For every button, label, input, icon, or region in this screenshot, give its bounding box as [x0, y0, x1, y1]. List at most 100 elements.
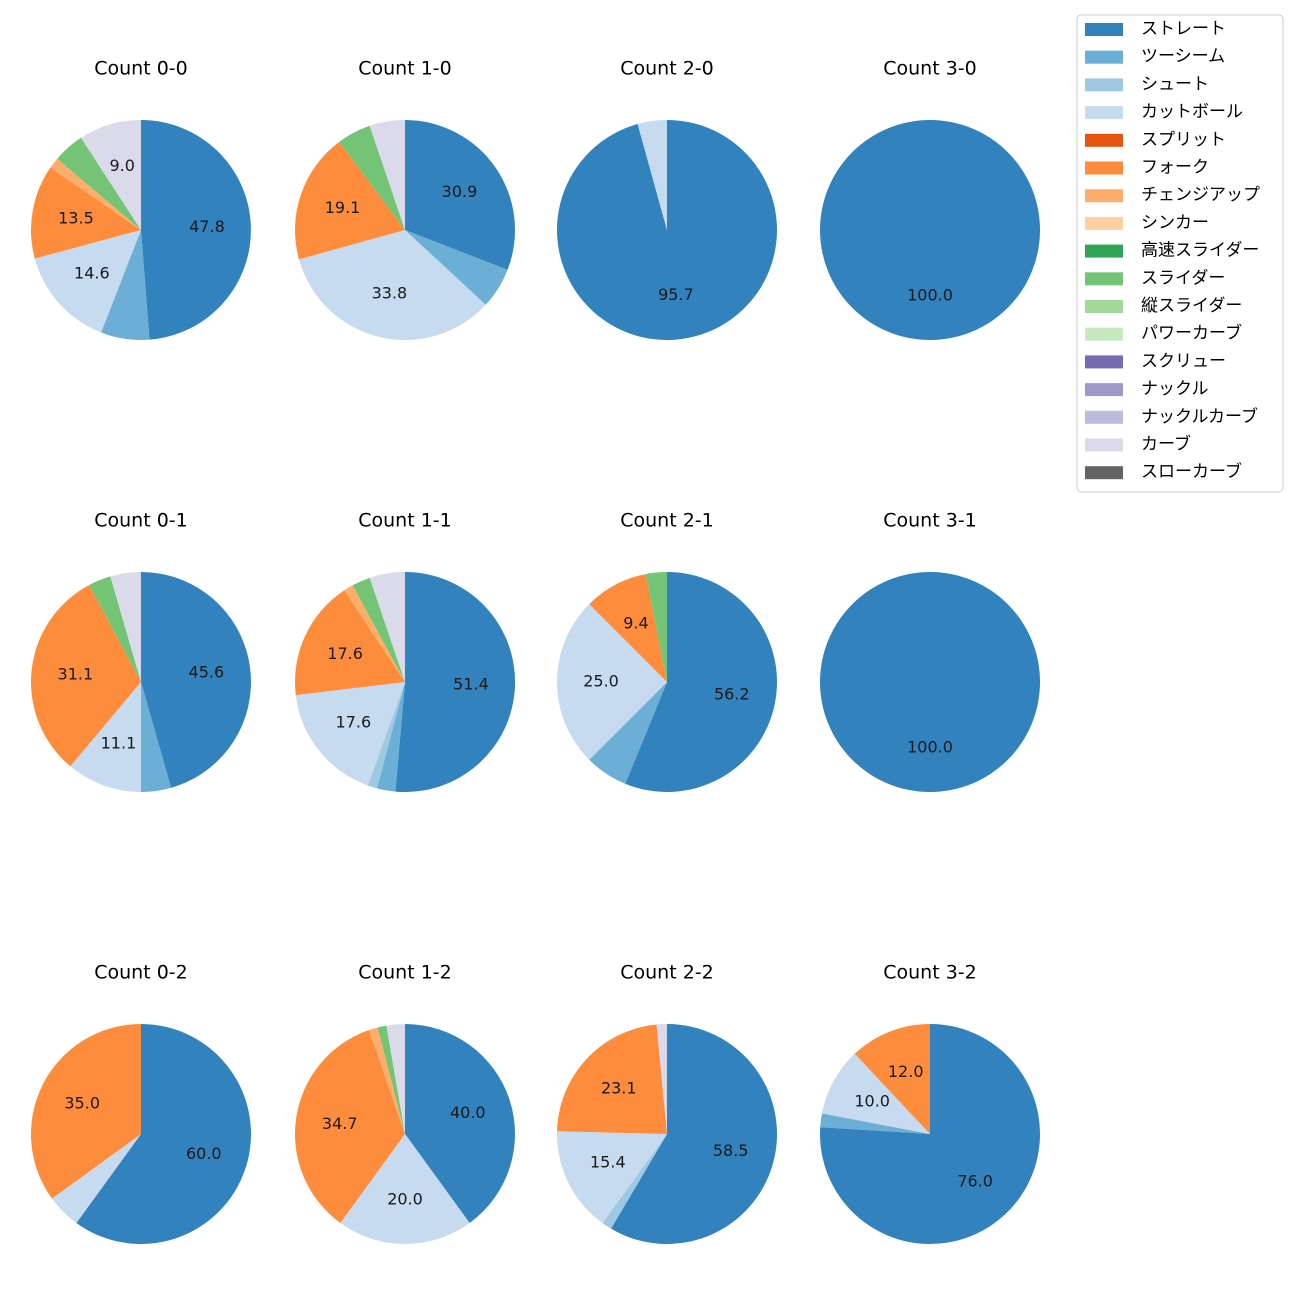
legend-label: ナックル — [1141, 379, 1209, 399]
pie-slice — [295, 682, 405, 786]
slice-label: 15.4 — [590, 1153, 626, 1172]
legend-swatch — [1085, 133, 1123, 147]
pie-9: Count 0-2 60.0 35.0 — [30, 962, 251, 1244]
legend-label: カットボール — [1141, 102, 1243, 122]
legend-swatch — [1085, 216, 1123, 230]
pie-slice — [294, 141, 405, 260]
pie-2: Count 1-0 30.9 33.8 19.1 — [294, 58, 516, 340]
pie-slice — [80, 120, 141, 230]
legend-items: ストレートツーシームシュートカットボールスプリットフォークチェンジアップシンカー… — [1085, 19, 1260, 482]
pie-slice — [50, 158, 141, 230]
pie-slice — [344, 585, 405, 682]
legend-label: スライダー — [1141, 268, 1225, 288]
pie-slice — [820, 1113, 930, 1134]
pie-slice — [821, 1053, 930, 1134]
pie-slice — [110, 572, 141, 682]
slice-label: 14.6 — [74, 264, 110, 283]
pie-1: Count 0-0 47.8 14.6 13.5 9.0 — [31, 58, 251, 340]
pie-slice — [76, 1024, 251, 1244]
pie-slice — [395, 571, 516, 792]
pie-slice — [367, 682, 405, 789]
pie-slice — [141, 120, 251, 340]
pie-slice — [339, 125, 405, 230]
pie-title: Count 0-0 — [94, 58, 188, 80]
pie-title: Count 3-2 — [883, 962, 977, 984]
legend-label: スローカーブ — [1141, 461, 1242, 482]
slice-label: 25.0 — [583, 672, 619, 691]
slice-label: 76.0 — [957, 1172, 993, 1191]
legend-swatch — [1085, 50, 1123, 64]
pie-slice — [656, 1024, 667, 1134]
pie-8: Count 3-1 100.0 — [820, 510, 1040, 792]
pie-slice — [820, 120, 1040, 340]
pie-slice — [820, 572, 1040, 792]
pie-title: Count 0-1 — [94, 510, 188, 532]
pie-slice — [854, 1024, 930, 1134]
slice-label: 40.0 — [450, 1103, 486, 1122]
pie-slice — [602, 1134, 667, 1229]
pie-title: Count 1-0 — [358, 58, 452, 80]
legend-label: スプリット — [1141, 130, 1226, 150]
legend-swatch — [1085, 466, 1123, 480]
slice-label: 47.8 — [189, 217, 225, 236]
pie-slice — [30, 1023, 141, 1199]
pie-slice — [101, 230, 150, 340]
pie-slice — [589, 682, 667, 784]
slice-label: 19.1 — [325, 198, 361, 217]
legend-swatch — [1085, 383, 1123, 397]
pie-slice — [340, 1134, 470, 1245]
pie-slice — [31, 584, 141, 767]
pie-slice — [820, 1024, 1041, 1244]
slice-label: 33.8 — [372, 284, 408, 303]
legend: ストレートツーシームシュートカットボールスプリットフォークチェンジアップシンカー… — [1076, 14, 1284, 493]
slice-label: 56.2 — [714, 684, 750, 703]
slice-label: 34.7 — [322, 1114, 358, 1133]
legend-label: シュート — [1141, 74, 1209, 94]
pie-slice — [405, 230, 508, 305]
slice-label: 100.0 — [907, 286, 953, 305]
slice-label: 17.6 — [327, 644, 363, 663]
slice-label: 9.0 — [109, 156, 134, 175]
pie-slice — [369, 1027, 405, 1134]
slice-label: 17.6 — [336, 713, 372, 732]
legend-swatch — [1085, 438, 1123, 452]
pie-10: Count 1-2 40.0 20.0 34.7 — [294, 962, 516, 1245]
pie-slice — [352, 577, 405, 682]
pie-5: Count 0-1 45.6 11.1 31.1 — [31, 510, 251, 792]
pie-slice — [52, 1134, 142, 1223]
pie-slice — [57, 137, 141, 230]
pie-slice — [556, 1131, 667, 1223]
legend-swatch — [1085, 189, 1123, 203]
pie-11: Count 2-2 58.5 15.4 23.1 — [556, 962, 778, 1244]
pie-title: Count 2-0 — [620, 58, 714, 80]
pie-3: Count 2-0 95.7 — [556, 58, 777, 341]
slice-label: 9.4 — [623, 613, 648, 632]
pie-title: Count 2-1 — [620, 510, 714, 532]
legend-swatch — [1085, 161, 1123, 175]
legend-swatch — [1085, 300, 1123, 313]
slice-label: 12.0 — [888, 1062, 924, 1081]
legend-label: スクリュー — [1141, 351, 1226, 371]
slice-label: 51.4 — [453, 674, 489, 693]
legend-swatch — [1085, 244, 1123, 258]
legend-label: 縦スライダー — [1141, 296, 1242, 316]
pie-slice — [141, 572, 251, 788]
slice-label: 11.1 — [101, 734, 137, 753]
slice-label: 10.0 — [854, 1092, 890, 1111]
pie-slice — [625, 572, 777, 792]
legend-swatch — [1085, 355, 1123, 369]
slice-label: 58.5 — [713, 1141, 749, 1160]
pie-title: Count 3-1 — [883, 510, 977, 532]
slice-label: 95.7 — [658, 285, 694, 304]
pie-slice — [298, 230, 486, 340]
pie-slice — [637, 120, 667, 230]
legend-label: カーブ — [1141, 434, 1191, 455]
pie-title: Count 3-0 — [883, 58, 977, 80]
legend-label: ストレート — [1141, 19, 1226, 39]
legend-label: パワーカーブ — [1141, 323, 1242, 344]
pie-slice — [557, 604, 667, 760]
legend-label: 高速スライダー — [1141, 241, 1259, 261]
slice-label: 100.0 — [907, 738, 953, 757]
slice-label: 20.0 — [387, 1190, 423, 1209]
